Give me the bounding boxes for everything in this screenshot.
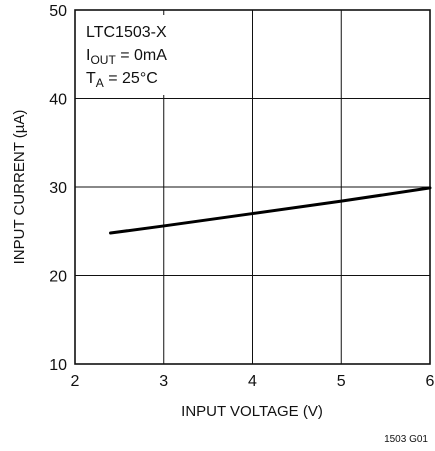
- x-tick-label: 2: [71, 373, 80, 390]
- x-tick-label: 4: [248, 373, 257, 390]
- y-axis-label: INPUT CURRENT (µA): [11, 110, 28, 265]
- y-tick-labels: 10 20 30 40 50: [49, 3, 67, 374]
- annotation-ta: TA = 25°C: [86, 70, 158, 90]
- x-axis-label: INPUT VOLTAGE (V): [181, 403, 323, 420]
- annotation-background: [80, 15, 180, 95]
- annotation-part: LTC1503-X: [86, 24, 167, 41]
- figure-id: 1503 G01: [384, 434, 428, 445]
- y-tick-label: 50: [49, 3, 67, 20]
- annotation-iout: IOUT = 0mA: [86, 47, 167, 67]
- series-line: [109, 186, 432, 235]
- x-tick-labels: 2 3 4 5 6: [71, 373, 435, 390]
- x-tick-label: 6: [426, 373, 435, 390]
- grid: [75, 10, 430, 364]
- y-tick-label: 30: [49, 180, 67, 197]
- y-tick-label: 10: [49, 357, 67, 374]
- y-tick-label: 20: [49, 269, 67, 286]
- x-tick-label: 3: [159, 373, 168, 390]
- x-tick-label: 5: [337, 373, 346, 390]
- y-tick-label: 40: [49, 92, 67, 109]
